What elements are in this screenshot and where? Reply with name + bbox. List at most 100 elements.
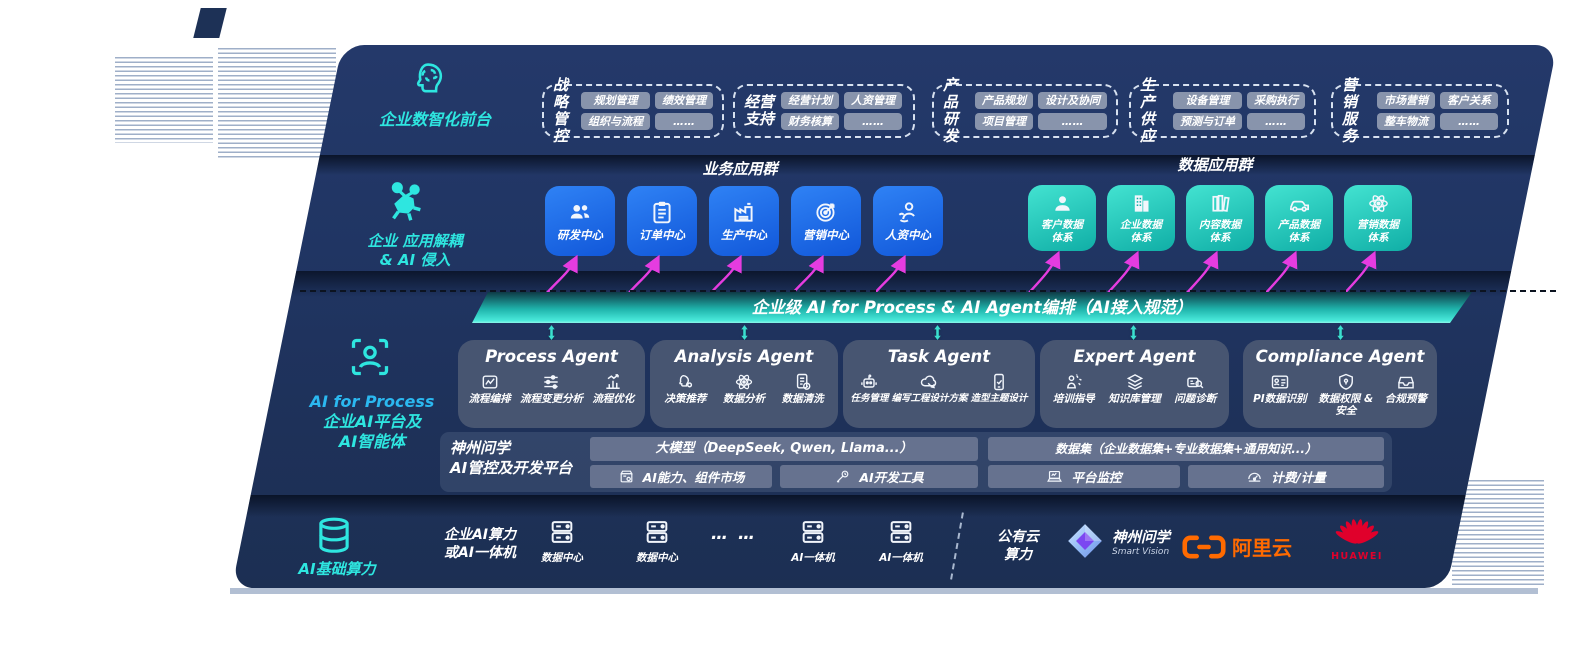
node-ai-appliance-1: AI一体机 (778, 517, 848, 565)
module-pill: 预测与订单 (1173, 113, 1242, 130)
knowledge-base-icon (1125, 372, 1145, 392)
decision-icon (675, 372, 695, 392)
devops-platform-name: 神州问学 AI管控及开发平台 (450, 439, 573, 478)
group-name: 战略 管控 (553, 75, 569, 146)
agent-title: Analysis Agent (674, 347, 814, 366)
huawei-name: HUAWEI (1331, 551, 1383, 562)
shenzhou-sub: Smart Vision (1112, 546, 1170, 557)
agent-title: Expert Agent (1073, 347, 1196, 366)
band-separator-1 (315, 155, 1535, 175)
orchestration-bar: 企业级 AI for Process & AI Agent编排（AI接入规范） (472, 292, 1472, 323)
group-name: 生产 供应 (1140, 75, 1156, 146)
module-pill: 经营计划 (781, 92, 840, 109)
data-clean-icon (793, 372, 813, 392)
brain-icon (406, 60, 450, 104)
tile-product-data: 产品数据 体系 (1265, 185, 1333, 251)
group-product-rd: 产品 研发 产品规划 设计及协同 项目管理 …… (932, 76, 1118, 145)
tile-rd-center: 研发中心 (545, 186, 615, 256)
building-icon (1130, 192, 1153, 215)
aliyun-name: 阿里云 (1232, 536, 1292, 560)
ai-for-process-label: AI for Process 企业AI平台及 AI智能体 (309, 392, 435, 451)
books-icon (1209, 192, 1232, 215)
task-agent-box: Task Agent 任务管理 编写工程设计方案 造型主题设计 (843, 340, 1035, 428)
module-pill: 组织与流程 (581, 113, 650, 130)
pi-data-icon (1270, 372, 1290, 392)
billing-cell: 计费/计量 (1188, 465, 1384, 488)
layer-boundary-dashed-line (300, 290, 1556, 292)
module-pill: 财务核算 (781, 113, 840, 130)
front-office-label: 企业数智化前台 (378, 110, 491, 129)
flow-optimize-icon (603, 372, 623, 392)
agent-title: Compliance Agent (1255, 347, 1425, 366)
target-icon (813, 199, 839, 225)
clipboard-icon (649, 199, 675, 225)
hr-icon (895, 199, 921, 225)
module-pill: …… (1440, 113, 1498, 130)
aliyun-logo: 阿里云 (1182, 532, 1292, 561)
node-datacenter-2: 数据中心 (622, 517, 692, 565)
module-pill: 绩效管理 (655, 92, 713, 109)
engineering-design-icon (919, 372, 939, 392)
capability: 知识库管理 (1108, 372, 1161, 406)
capability: 任务管理 (850, 372, 889, 404)
module-pill: 整车物流 (1377, 113, 1435, 130)
module-pill: 设备管理 (1173, 92, 1242, 109)
gauge-icon (1246, 468, 1263, 485)
tile-production-center: 生产中心 (709, 186, 779, 256)
huawei-flower-icon (1335, 519, 1379, 544)
group-name: 经营 支持 (744, 92, 775, 128)
process-agent-box: Process Agent 流程编排 流程变更分析 流程优化 (458, 340, 645, 428)
group-name: 营销 服务 (1342, 75, 1358, 146)
capability: 决策推荐 (664, 372, 706, 406)
group-production-supply: 生产 供应 设备管理 采购执行 预测与订单 …… (1129, 76, 1316, 145)
decor-stripes-left-2 (218, 48, 336, 160)
analysis-agent-box: Analysis Agent 决策推荐 数据分析 数据清洗 (650, 340, 838, 428)
flow-change-icon (541, 372, 561, 392)
database-icon (313, 514, 355, 558)
server-icon (887, 517, 915, 547)
market-icon (618, 468, 635, 485)
styling-design-icon (989, 372, 1009, 392)
tile-order-center: 订单中心 (627, 186, 697, 256)
enterprise-compute-label: 企业AI算力 或AI一体机 (443, 527, 517, 562)
nodes-ellipsis: … … (711, 524, 757, 544)
agent-title: Process Agent (485, 347, 618, 366)
decoupling-label: 企业 应用解耦 & AI 侵入 (367, 232, 463, 269)
team-icon (567, 199, 593, 225)
node-ai-appliance-2: AI一体机 (866, 517, 936, 565)
car-icon (1288, 192, 1311, 215)
module-pill: …… (655, 113, 713, 130)
tile-marketing-center: 营销中心 (791, 186, 861, 256)
capability: 流程优化 (592, 372, 634, 406)
capability: 流程编排 (469, 372, 511, 406)
capability: 流程变更分析 (520, 372, 583, 406)
training-icon (1064, 372, 1084, 392)
expert-agent-box: Expert Agent 培训指导 知识库管理 问题诊断 (1040, 340, 1229, 428)
tools-icon (834, 468, 851, 485)
flow-orchestration-icon (480, 372, 500, 392)
data-analysis-icon (734, 372, 754, 392)
tile-marketing-data: 营销数据 体系 (1344, 185, 1412, 251)
compliance-agent-box: Compliance Agent PI数据识别 数据权限 & 安全 合规预警 (1243, 340, 1437, 428)
module-pill: 项目管理 (975, 113, 1033, 130)
ai-capability-market-cell: AI能力、组件市场 (590, 465, 772, 488)
server-icon (643, 517, 671, 547)
module-pill: 规划管理 (581, 92, 650, 109)
tile-hr-center: 人资中心 (873, 186, 943, 256)
capability: 造型主题设计 (970, 372, 1028, 404)
platform-monitor-cell: 平台监控 (988, 465, 1180, 488)
compliance-alert-icon (1396, 372, 1416, 392)
model-bar: 大模型（DeepSeek, Qwen, Llama...） (590, 437, 978, 461)
capability: 编写工程设计方案 (891, 372, 968, 404)
agent-title: Task Agent (887, 347, 991, 366)
capability: 数据权限 & 安全 (1315, 372, 1377, 417)
module-pill: …… (844, 113, 903, 130)
business-apps-title: 业务应用群 (702, 160, 778, 178)
module-pill: 人资管理 (844, 92, 903, 109)
atom-icon (1367, 192, 1390, 215)
node-datacenter-1: 数据中心 (527, 517, 597, 565)
module-pill: 采购执行 (1247, 92, 1305, 109)
group-name: 产品 研发 (943, 75, 959, 146)
dataset-bar: 数据集（企业数据集+专业数据集+通用知识...） (988, 437, 1384, 461)
